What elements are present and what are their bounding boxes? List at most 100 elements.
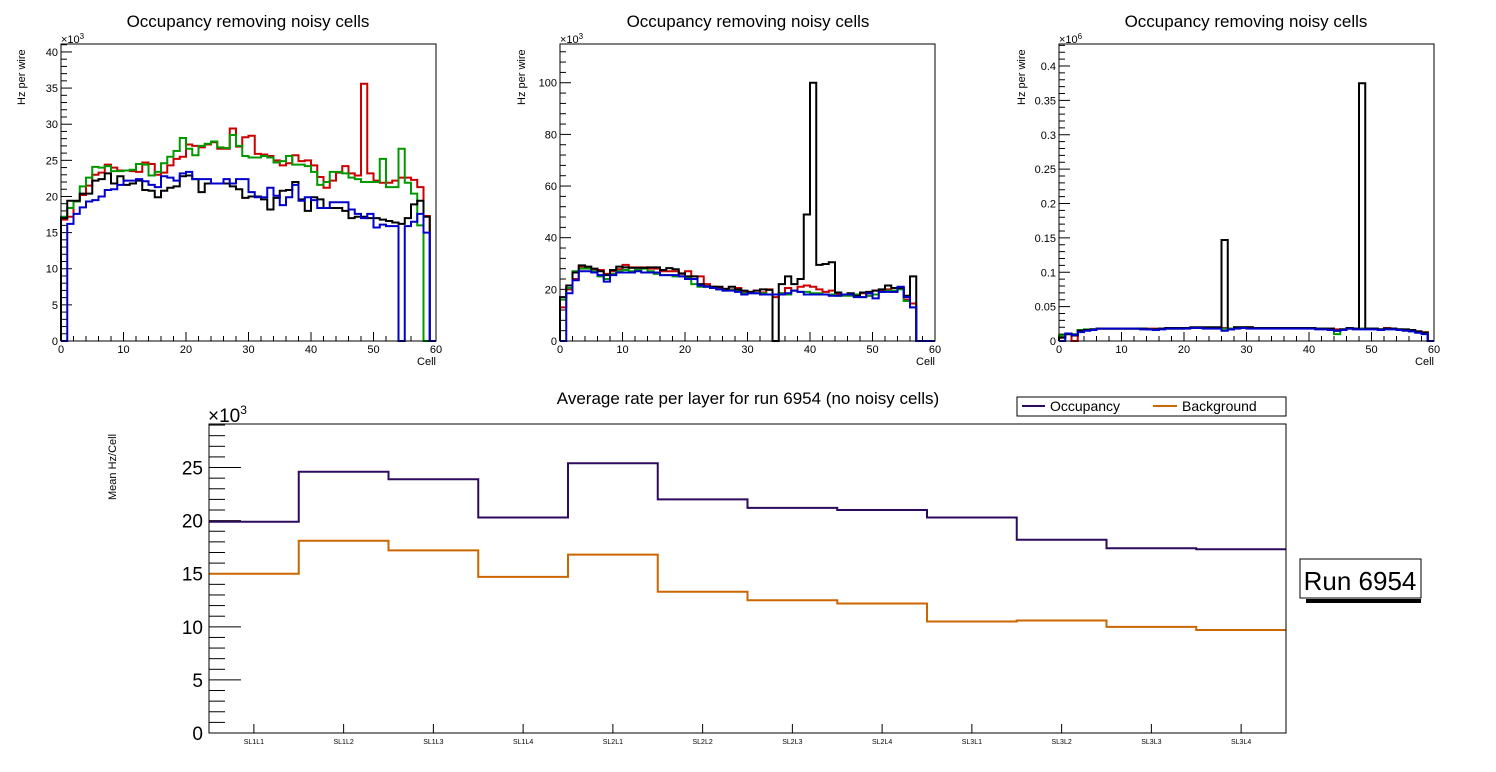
- y-tick-label: 0: [551, 336, 557, 348]
- plot-2: Occupancy removing noisy cells Hz per wi…: [516, 12, 941, 368]
- layer-rate-axes: 0 5 10 15 20 25 SL1L1 SL1L2 SL1L3 SL1L4 SL2L1 SL2L2…: [182, 424, 1251, 746]
- y-tick-label: 100: [539, 78, 557, 90]
- y-tick-label: 20: [182, 512, 203, 533]
- x-category-label: SL1L1: [244, 739, 264, 746]
- legend-label-occupancy: Occupancy: [1050, 398, 1120, 414]
- plot-3-frame: [1058, 43, 1435, 342]
- y-tick-label: 15: [182, 565, 203, 586]
- x-tick-label: 30: [741, 344, 753, 356]
- x-tick-label: 0: [557, 344, 563, 356]
- plot-2-ylabel: Hz per wire: [516, 49, 528, 105]
- x-tick-label: 60: [929, 344, 941, 356]
- plot-1-axes: 0 5 10 15 20 25 30 35 40 0 10 20 30 40 50 60: [46, 44, 442, 356]
- layer-rate-frame: [208, 423, 1287, 734]
- plot-1-ylabel: Hz per wire: [16, 49, 28, 105]
- series-green: [559, 267, 935, 342]
- x-tick-label: 60: [1428, 344, 1440, 356]
- legend-box: [1016, 396, 1287, 417]
- run-label-frame: [1299, 558, 1422, 599]
- series-red: [559, 263, 935, 342]
- y-tick-label: 60: [545, 181, 557, 193]
- legend: Occupancy Background: [1016, 396, 1287, 417]
- y-tick-label: 0.2: [1041, 199, 1056, 211]
- x-tick-label: 20: [679, 344, 691, 356]
- x-tick-label: 50: [367, 344, 379, 356]
- layer-rate-title: Average rate per layer for run 6954 (no …: [557, 389, 939, 408]
- x-tick-label: 0: [58, 344, 64, 356]
- plot-3-series: [1058, 82, 1434, 342]
- y-tick-label: 40: [46, 47, 58, 59]
- x-tick-label: 30: [242, 344, 254, 356]
- y-tick-label: 20: [46, 191, 58, 203]
- layer-rate-multiplier: ×103: [208, 403, 247, 427]
- x-tick-label: 20: [180, 344, 192, 356]
- x-tick-label: 40: [804, 344, 816, 356]
- y-tick-label: 0.15: [1035, 233, 1056, 245]
- plot-3: Occupancy removing noisy cells Hz per wi…: [1016, 12, 1440, 368]
- plot-2-title: Occupancy removing noisy cells: [627, 12, 870, 31]
- plot-2-xlabel: Cell: [916, 356, 935, 368]
- plot-2-series: [559, 81, 935, 342]
- y-tick-label: 5: [192, 671, 203, 692]
- x-category-label: SL3L4: [1231, 739, 1251, 746]
- x-tick-label: 10: [1115, 344, 1127, 356]
- x-category-label: SL2L2: [693, 739, 713, 746]
- run-label-shadow: [1306, 599, 1421, 603]
- x-tick-label: 50: [1365, 344, 1377, 356]
- series-blue: [61, 170, 436, 342]
- x-category-label: SL2L4: [872, 739, 892, 746]
- plot-3-ylabel: Hz per wire: [1016, 49, 1028, 105]
- plot-3-title: Occupancy removing noisy cells: [1125, 12, 1368, 31]
- x-tick-label: 60: [430, 344, 442, 356]
- series-green: [60, 134, 436, 342]
- x-category-label: SL3L2: [1052, 739, 1072, 746]
- x-category-label: SL1L3: [423, 739, 443, 746]
- y-tick-label: 0.4: [1041, 61, 1056, 73]
- plot-1: Occupancy removing noisy cells Hz per wi…: [16, 12, 442, 368]
- y-tick-label: 25: [182, 459, 203, 480]
- plot-2-frame: [559, 43, 936, 342]
- plot-3-multiplier: ×106: [1059, 32, 1083, 46]
- series-black: [60, 172, 436, 342]
- x-tick-label: 10: [616, 344, 628, 356]
- x-category-label: SL2L1: [603, 739, 623, 746]
- y-tick-label: 0: [1050, 336, 1056, 348]
- plot-3-xlabel: Cell: [1415, 356, 1434, 368]
- y-tick-label: 30: [46, 119, 58, 131]
- run-label: Run 6954: [1304, 566, 1417, 596]
- y-tick-label: 10: [46, 264, 58, 276]
- run-label-box: Run 6954: [1299, 558, 1422, 603]
- y-tick-label: 5: [52, 300, 58, 312]
- layer-rate-series: [209, 462, 1286, 631]
- y-tick-label: 0.25: [1035, 164, 1056, 176]
- y-tick-label: 25: [46, 155, 58, 167]
- series-black: [1058, 82, 1434, 342]
- plot-1-frame: [60, 43, 437, 342]
- x-tick-label: 50: [866, 344, 878, 356]
- x-category-label: SL2L3: [782, 739, 802, 746]
- x-tick-label: 40: [1303, 344, 1315, 356]
- plot-2-axes: 0 20 40 60 80 100 0 10 20 30 40 50 60: [539, 51, 941, 356]
- y-tick-label: 0: [52, 336, 58, 348]
- y-tick-label: 0.05: [1035, 302, 1056, 314]
- series-background: [209, 539, 1286, 631]
- plot-3-axes: 0 0.05 0.1 0.15 0.2 0.25 0.3 0.35 0.4 0 10 20 30 40 50…: [1035, 44, 1440, 356]
- layer-rate-plot: Average rate per layer for run 6954 (no …: [107, 389, 1422, 746]
- y-tick-label: 0: [192, 724, 203, 745]
- plot-2-multiplier: ×103: [560, 32, 584, 46]
- y-tick-label: 0.3: [1041, 130, 1056, 142]
- series-black: [559, 81, 935, 342]
- plot-1-series: [60, 82, 436, 342]
- y-tick-label: 0.1: [1041, 267, 1056, 279]
- series-blue: [560, 270, 935, 342]
- x-tick-label: 10: [117, 344, 129, 356]
- x-category-label: SL1L4: [513, 739, 533, 746]
- plot-1-xlabel: Cell: [417, 356, 436, 368]
- x-category-label: SL1L2: [334, 739, 354, 746]
- x-tick-label: 20: [1178, 344, 1190, 356]
- x-category-label: SL3L3: [1141, 739, 1161, 746]
- x-category-label: SL3L1: [962, 739, 982, 746]
- x-tick-label: 0: [1056, 344, 1062, 356]
- y-tick-label: 15: [46, 228, 58, 240]
